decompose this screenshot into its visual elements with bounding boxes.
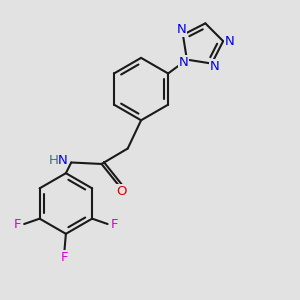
Text: N: N — [225, 34, 235, 48]
Text: H: H — [49, 154, 58, 166]
Text: N: N — [177, 23, 186, 36]
Text: N: N — [179, 56, 189, 69]
Text: F: F — [110, 218, 118, 230]
Text: N: N — [210, 60, 220, 73]
Text: F: F — [14, 218, 21, 230]
Text: F: F — [61, 251, 68, 264]
Text: N: N — [58, 154, 68, 166]
Text: O: O — [116, 185, 127, 198]
